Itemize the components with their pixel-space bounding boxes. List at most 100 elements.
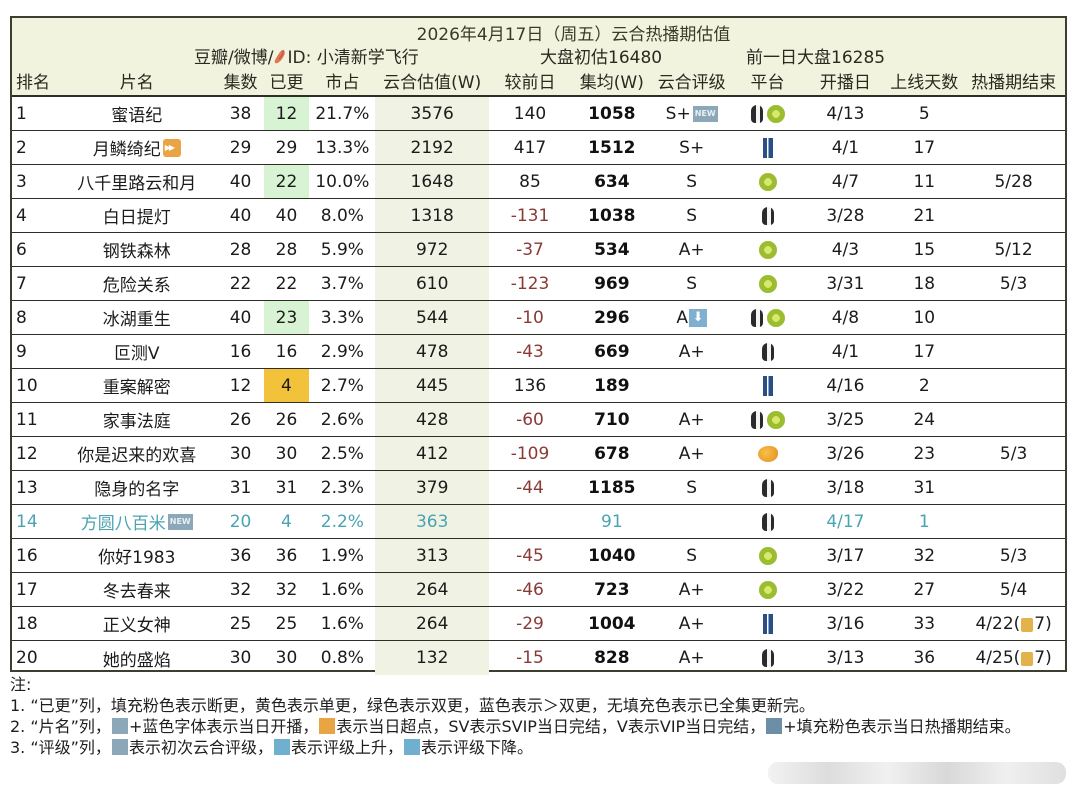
- value-cell: 264: [375, 607, 490, 640]
- end-date-cell: 5/3: [999, 545, 1028, 566]
- watermark: [768, 762, 1066, 784]
- episodes-cell: 40: [229, 307, 252, 328]
- end-date-cell: [962, 97, 1065, 130]
- avg-cell: 710: [594, 409, 630, 430]
- start-date-cell: 3/13: [826, 648, 865, 668]
- rating-cell: A+: [678, 409, 705, 430]
- notes-heading: 注:: [10, 675, 32, 694]
- col-rating[interactable]: 云合评级: [657, 73, 726, 93]
- end-date-cell: 5/4: [999, 579, 1028, 600]
- table-row[interactable]: 7 危险关系 22 22 3.7% 610 -123 969 S 3/31 18 5/3: [12, 267, 1065, 301]
- col-share[interactable]: 市占: [325, 73, 360, 93]
- share-cell: 3.7%: [320, 273, 364, 294]
- col-platform[interactable]: 平台: [750, 73, 785, 93]
- col-avg[interactable]: 集均(W): [579, 73, 644, 93]
- end-date-cell: [962, 369, 1065, 402]
- jeans-icon: [762, 375, 773, 396]
- col-start[interactable]: 开播日: [819, 73, 871, 93]
- source-id: ID: 小清新学飞行: [287, 48, 419, 68]
- rating-cell: S: [686, 273, 698, 294]
- start-date-cell: 3/25: [826, 409, 865, 430]
- episodes-cell: 22: [229, 273, 252, 294]
- fast-forward-icon: [319, 718, 336, 734]
- rating-cell: S: [686, 205, 698, 226]
- end-date-cell: 5/3: [999, 443, 1028, 464]
- note-3: 3. “评级”列， 表示初次云合评级， 表示评级上升， 表示评级下降。: [10, 738, 533, 757]
- col-episodes[interactable]: 集数: [223, 73, 258, 93]
- episodes-cell: 29: [229, 137, 252, 158]
- value-cell: 412: [375, 437, 490, 470]
- table-row[interactable]: 1 蜜语纪 38 12 21.7% 3576 140 1058 S+ NEW 4/13 5: [12, 97, 1065, 131]
- avg-cell: 1512: [588, 137, 636, 158]
- episodes-cell: 30: [229, 443, 252, 464]
- rank-cell: 8: [16, 307, 27, 328]
- col-updated[interactable]: 已更: [269, 73, 304, 93]
- episodes-cell: 40: [229, 171, 252, 192]
- end-date-cell: [962, 471, 1065, 504]
- new-badge-icon: NEW: [692, 105, 718, 122]
- table-row[interactable]: 18 正义女神 25 25 1.6% 264 -29 1004 A+ 3/16 33 4/22(7): [12, 607, 1065, 641]
- table-row[interactable]: 17 冬去春来 32 32 1.6% 264 -46 723 A+ 3/22 27 5/4: [12, 573, 1065, 607]
- title-cell: 钢铁森林: [102, 242, 171, 262]
- rank-cell: 20: [16, 648, 38, 668]
- rating-cell: A+: [678, 579, 705, 600]
- rank-cell: 17: [16, 579, 38, 600]
- table-row[interactable]: 20 她的盛焰 30 30 0.8% 132 -15 828 A+ 3/13 36 4/25(7): [12, 641, 1065, 675]
- table-row[interactable]: 11 家事法庭 26 26 2.6% 428 -60 710 A+ 3/25 24: [12, 403, 1065, 437]
- title-cell: 正义女神: [102, 616, 171, 636]
- table-row[interactable]: 4 白日提灯 40 40 8.0% 1318 -131 1038 S 3/28 21: [12, 199, 1065, 233]
- days-cell: 10: [913, 307, 936, 328]
- kiwi-icon: [766, 308, 785, 327]
- value-cell: 264: [375, 573, 490, 606]
- table-row[interactable]: 9 叵测V 16 16 2.9% 478 -43 669 A+ 4/1 17: [12, 335, 1065, 369]
- start-date-cell: 4/13: [826, 103, 865, 124]
- table-row[interactable]: 3 八千里路云和月 40 22 10.0% 1648 85 634 S 4/7 11 5/28: [12, 165, 1065, 199]
- rank-cell: 6: [16, 239, 27, 260]
- rank-cell: 13: [16, 477, 38, 498]
- delta-cell: -44: [516, 477, 544, 498]
- penguin-icon: [761, 342, 774, 361]
- table-row[interactable]: 6 钢铁森林 28 28 5.9% 972 -37 534 A+ 4/3 15 5/12: [12, 233, 1065, 267]
- share-cell: 1.9%: [320, 545, 364, 566]
- table-row[interactable]: 8 冰湖重生 40 23 3.3% 544 -10 296 A ⬇ 4/8 10: [12, 301, 1065, 335]
- avg-cell: 1040: [588, 545, 636, 566]
- table-row[interactable]: 10 重案解密 12 4 2.7% 445 136 189 4/16 2: [12, 369, 1065, 403]
- rating-cell: A+: [678, 239, 705, 260]
- avg-cell: 1058: [588, 103, 636, 124]
- title-cell: 八千里路云和月: [77, 174, 197, 194]
- table-row[interactable]: 14 方圆八百米 NEW 20 4 2.2% 363 91 4/17 1: [12, 505, 1065, 539]
- source-label: 豆瓣/微博/: [194, 48, 274, 68]
- rank-cell: 16: [16, 545, 38, 566]
- col-rank[interactable]: 排名: [16, 73, 50, 93]
- col-days[interactable]: 上线天数: [890, 73, 959, 93]
- updated-cell: 40: [275, 205, 298, 226]
- updated-cell: 22: [263, 165, 310, 198]
- share-cell: 13.3%: [315, 137, 370, 158]
- table-row[interactable]: 2 月鳞绮纪 29 29 13.3%2192 417 1512 S+ 4/1 17: [12, 131, 1065, 165]
- title-cell: 蜜语纪: [111, 106, 163, 126]
- col-value[interactable]: 云合估值(W): [383, 73, 482, 93]
- days-cell: 15: [913, 239, 936, 260]
- avg-cell: 91: [601, 511, 623, 532]
- title-cell: 白日提灯: [102, 208, 171, 228]
- col-delta[interactable]: 较前日: [504, 73, 556, 93]
- episodes-cell: 32: [229, 579, 252, 600]
- column-headers: 排名 片名 集数 已更 市占 云合估值(W) 较前日 集均(W) 云合评级 平台…: [12, 68, 1065, 94]
- platform-cell: [731, 131, 805, 164]
- delta-cell: -29: [516, 613, 544, 634]
- table-row[interactable]: 13 隐身的名字 31 31 2.3% 379 -44 1185 S 3/18 31: [12, 471, 1065, 505]
- col-title[interactable]: 片名: [119, 73, 154, 93]
- share-cell: 2.6%: [320, 409, 364, 430]
- start-date-cell: 3/18: [826, 477, 865, 498]
- updated-cell: 36: [275, 545, 298, 566]
- days-cell: 21: [913, 205, 936, 226]
- col-end[interactable]: 热播期结束: [971, 73, 1057, 93]
- delta-cell: -10: [516, 307, 544, 328]
- table-row[interactable]: 16 你好1983 36 36 1.9% 313 -45 1040 S 3/17 32 5/3: [12, 539, 1065, 573]
- value-cell: 428: [375, 403, 490, 436]
- platform-cell: [731, 233, 805, 266]
- title-cell: 重案解密: [102, 378, 171, 398]
- rating-cell: [653, 369, 731, 402]
- table-row[interactable]: 12 你是迟来的欢喜 30 30 2.5% 412 -109 678 A+ 3/26 23 5/3: [12, 437, 1065, 471]
- end-date-cell: 5/3: [999, 273, 1028, 294]
